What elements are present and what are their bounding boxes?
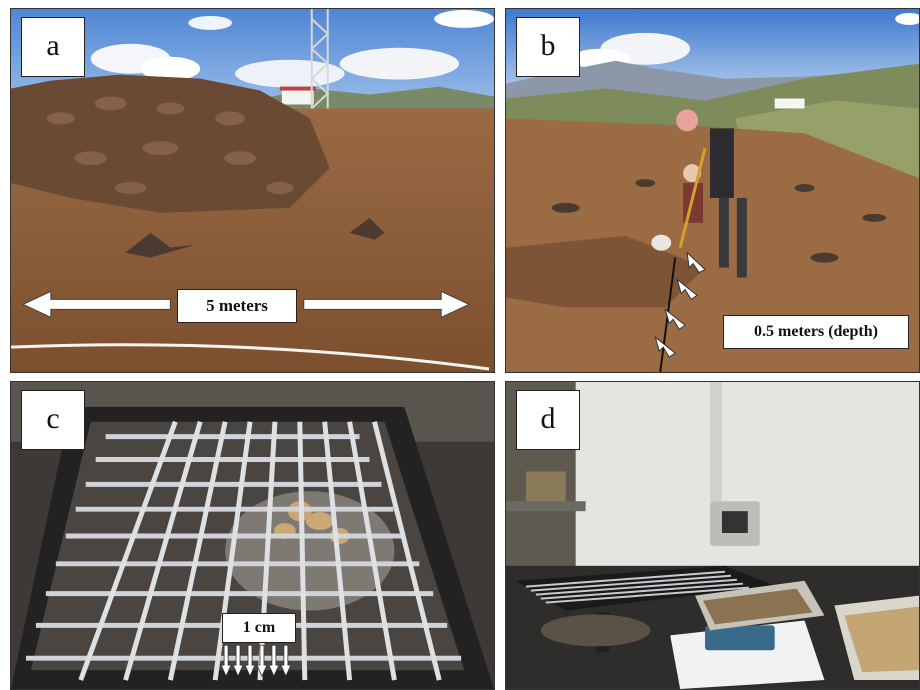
panel-letter-c: c xyxy=(21,390,85,450)
depth-label: 0.5 meters (depth) xyxy=(723,315,909,349)
photo-panel-a: a 5 meters xyxy=(10,8,495,373)
panel-letter-b: b xyxy=(516,17,580,77)
photo-panel-c: c 1 cm xyxy=(10,381,495,690)
mesh-size-label: 1 cm xyxy=(222,613,296,643)
distance-label: 5 meters xyxy=(177,289,297,323)
field-photo-b xyxy=(506,9,919,372)
sieve-photo-c xyxy=(11,382,494,689)
photo-panel-d: d xyxy=(505,381,920,690)
panel-letter-a: a xyxy=(21,17,85,77)
photo-panel-b: b 0.5 meters (depth) xyxy=(505,8,920,373)
field-photo-a xyxy=(11,9,494,372)
lab-photo-d xyxy=(506,382,919,689)
panel-letter-d: d xyxy=(516,390,580,450)
